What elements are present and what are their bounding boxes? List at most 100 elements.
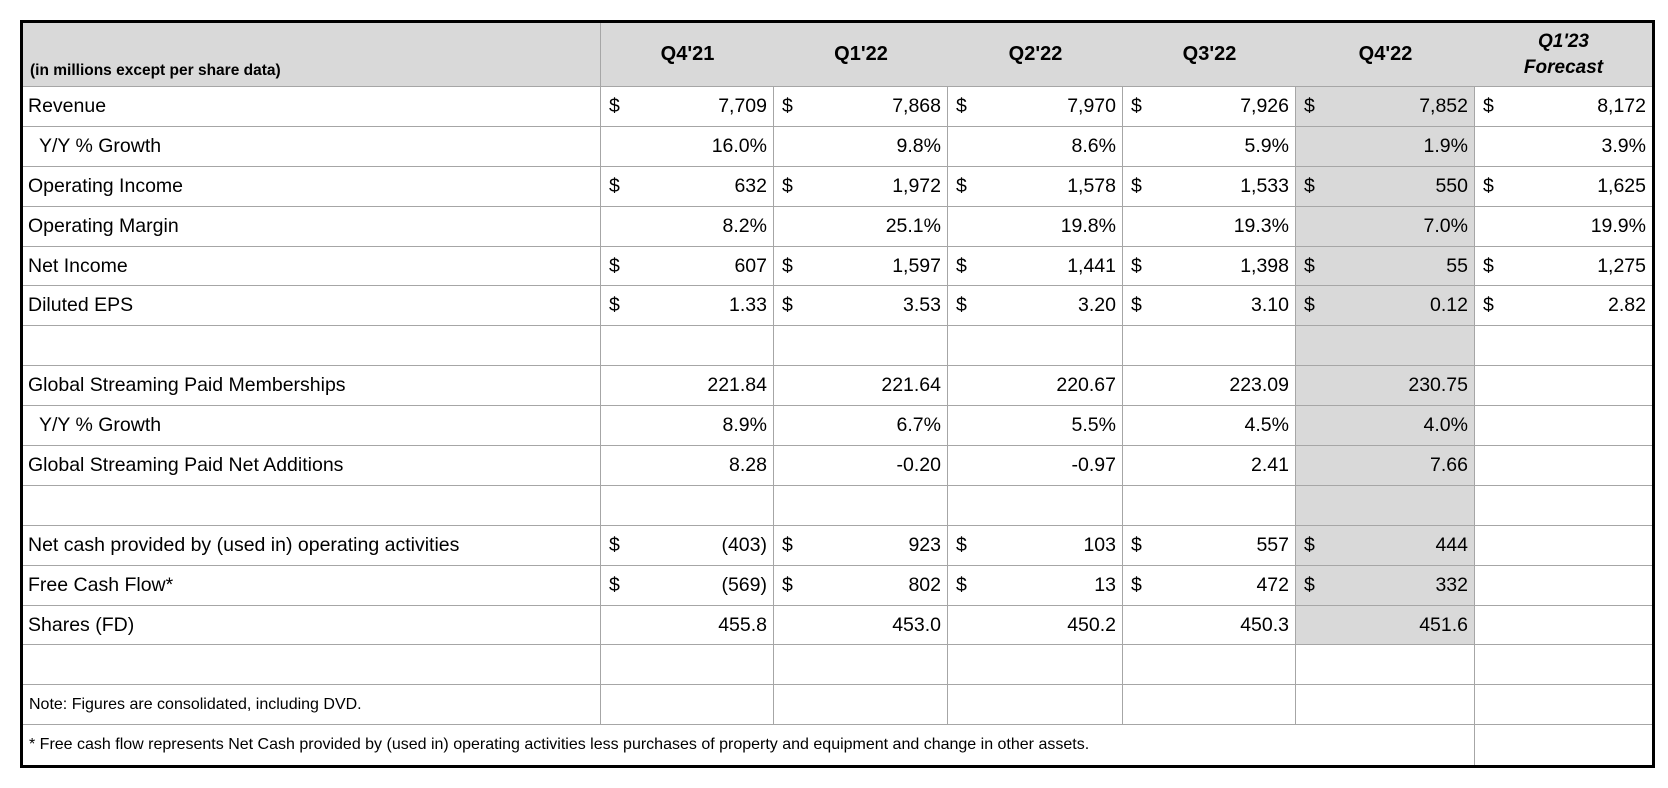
table-row: Global Streaming Paid Memberships 221.84 2… bbox=[23, 366, 1652, 407]
value-cell: $923 bbox=[774, 525, 948, 566]
blank-row bbox=[23, 326, 1652, 367]
column-header-q3-22: Q3'22 bbox=[1123, 23, 1296, 87]
currency-symbol: $ bbox=[1304, 533, 1315, 556]
value-cell bbox=[1475, 606, 1652, 646]
currency-symbol: $ bbox=[956, 294, 967, 317]
currency-symbol: $ bbox=[782, 174, 793, 197]
cell-value: 103 bbox=[1083, 533, 1116, 556]
currency-symbol: $ bbox=[609, 174, 620, 197]
cell-value: 3.53 bbox=[903, 294, 941, 317]
value-cell: 3.9% bbox=[1475, 127, 1652, 167]
financial-results-table: (in millions except per share data) Q4'2… bbox=[20, 20, 1655, 769]
currency-symbol: $ bbox=[609, 94, 620, 117]
currency-symbol: $ bbox=[1304, 94, 1315, 117]
value-cell: $3.20 bbox=[948, 286, 1123, 327]
value-cell: $7,852 bbox=[1296, 87, 1475, 127]
value-cell: $632 bbox=[601, 166, 774, 207]
column-header-q1-22: Q1'22 bbox=[774, 23, 948, 87]
value-cell bbox=[948, 645, 1123, 686]
currency-symbol: $ bbox=[1131, 94, 1142, 117]
value-cell: 453.0 bbox=[774, 605, 948, 646]
value-cell bbox=[1475, 366, 1652, 407]
value-cell: 450.3 bbox=[1123, 605, 1296, 646]
column-header-q4-22: Q4'22 bbox=[1296, 23, 1475, 87]
value-cell: 5.5% bbox=[948, 406, 1123, 447]
value-cell: 4.5% bbox=[1123, 406, 1296, 447]
cell-value: 7,970 bbox=[1067, 94, 1116, 117]
currency-symbol: $ bbox=[782, 573, 793, 596]
row-label bbox=[23, 645, 601, 686]
cell-value: 607 bbox=[734, 254, 767, 277]
value-cell bbox=[1123, 326, 1296, 367]
value-cell: $1,533 bbox=[1123, 166, 1296, 207]
value-cell: $13 bbox=[948, 565, 1123, 606]
value-cell bbox=[1475, 685, 1652, 726]
currency-symbol: $ bbox=[1131, 533, 1142, 556]
value-cell bbox=[1475, 645, 1652, 686]
value-cell: 25.1% bbox=[774, 206, 948, 247]
currency-symbol: $ bbox=[609, 533, 620, 556]
currency-symbol: $ bbox=[782, 94, 793, 117]
table-row: Revenue $7,709 $7,868 $7,970 $7,926 $7,852 $8,… bbox=[23, 87, 1652, 127]
currency-symbol: $ bbox=[1304, 254, 1315, 277]
cell-value: 7,709 bbox=[718, 94, 767, 117]
row-label: Free Cash Flow* bbox=[23, 565, 601, 606]
cell-value: 1,275 bbox=[1597, 254, 1646, 277]
value-cell: 455.8 bbox=[601, 605, 774, 646]
currency-symbol: $ bbox=[782, 254, 793, 277]
value-cell bbox=[1475, 566, 1652, 606]
currency-symbol: $ bbox=[1483, 254, 1494, 277]
cell-value: 923 bbox=[908, 533, 941, 556]
value-cell bbox=[601, 326, 774, 367]
value-cell bbox=[1123, 645, 1296, 686]
value-cell: 4.0% bbox=[1296, 406, 1475, 447]
currency-symbol: $ bbox=[782, 533, 793, 556]
value-cell: 230.75 bbox=[1296, 366, 1475, 407]
table-row: Y/Y % Growth 16.0% 9.8% 8.6% 5.9% 1.9% 3.9% bbox=[23, 126, 1652, 167]
row-label: Global Streaming Paid Memberships bbox=[23, 366, 601, 407]
table-row: Shares (FD) 455.8 453.0 450.2 450.3 451.6 bbox=[23, 605, 1652, 646]
value-cell: 2.41 bbox=[1123, 446, 1296, 486]
table-row: Y/Y % Growth 8.9% 6.7% 5.5% 4.5% 4.0% bbox=[23, 406, 1652, 447]
value-cell: 450.2 bbox=[948, 605, 1123, 646]
currency-symbol: $ bbox=[956, 254, 967, 277]
value-cell bbox=[1123, 685, 1296, 726]
value-cell bbox=[1296, 326, 1475, 367]
value-cell: $3.10 bbox=[1123, 286, 1296, 327]
currency-symbol: $ bbox=[956, 533, 967, 556]
value-cell bbox=[1296, 645, 1475, 686]
value-cell bbox=[1123, 485, 1296, 526]
value-cell: $103 bbox=[948, 525, 1123, 566]
currency-symbol: $ bbox=[1304, 573, 1315, 596]
value-cell: 8.28 bbox=[601, 446, 774, 486]
unit-note: (in millions except per share data) bbox=[23, 23, 601, 87]
value-cell: 5.9% bbox=[1123, 126, 1296, 167]
value-cell: 7.66 bbox=[1296, 446, 1475, 486]
cell-value: 13 bbox=[1094, 573, 1116, 596]
cell-value: 632 bbox=[734, 174, 767, 197]
value-cell bbox=[1475, 446, 1652, 486]
currency-symbol: $ bbox=[1304, 294, 1315, 317]
value-cell: -0.97 bbox=[948, 446, 1123, 486]
forecast-header-line2: Forecast bbox=[1523, 56, 1604, 78]
currency-symbol: $ bbox=[1304, 174, 1315, 197]
table-row: Operating Margin 8.2% 25.1% 19.8% 19.3% 7.0% 1… bbox=[23, 206, 1652, 247]
value-cell bbox=[948, 685, 1123, 726]
value-cell bbox=[601, 685, 774, 726]
value-cell bbox=[1296, 685, 1475, 726]
cell-value: 1,533 bbox=[1240, 174, 1289, 197]
row-label: Net Income bbox=[23, 246, 601, 287]
currency-symbol: $ bbox=[1131, 573, 1142, 596]
value-cell: 8.9% bbox=[601, 406, 774, 447]
value-cell bbox=[1296, 485, 1475, 526]
note-text: Note: Figures are consolidated, includin… bbox=[23, 685, 601, 726]
cell-value: 7,926 bbox=[1240, 94, 1289, 117]
currency-symbol: $ bbox=[956, 94, 967, 117]
table-body: Revenue $7,709 $7,868 $7,970 $7,926 $7,852 $8,… bbox=[23, 87, 1652, 766]
table-row: Global Streaming Paid Net Additions 8.28-… bbox=[23, 446, 1652, 486]
cell-value: 8,172 bbox=[1597, 94, 1646, 117]
table-row: Net Income $607 $1,597 $1,441 $1,398 $55 $1,27… bbox=[23, 246, 1652, 287]
table-row: Free Cash Flow* $ (569) $802 $13 $472 $332 bbox=[23, 565, 1652, 606]
value-cell: $550 bbox=[1296, 166, 1475, 207]
